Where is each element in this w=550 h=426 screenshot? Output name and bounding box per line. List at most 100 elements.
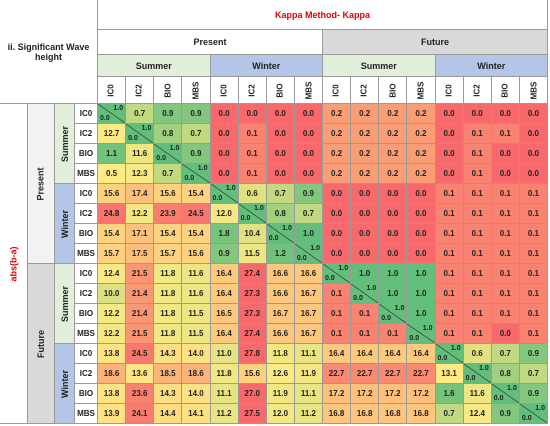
- value-cell-text: 13.9: [103, 409, 120, 418]
- value-cell: 0.7: [491, 344, 520, 364]
- diagonal-lower: 0.0: [296, 255, 307, 262]
- season-label-text: Summer: [59, 125, 70, 162]
- value-cell-text: 0.2: [331, 169, 343, 178]
- value-cell-text: 0.2: [387, 129, 399, 138]
- value-cell-text: 16.8: [356, 409, 373, 418]
- value-cell-text: 24.5: [188, 209, 204, 218]
- season-label-text: Winter: [59, 209, 70, 238]
- value-cell-text: 16.7: [272, 309, 289, 318]
- value-cell: 0.2: [407, 104, 436, 124]
- value-cell: 0.9: [519, 384, 548, 404]
- method-label-text: IC2: [79, 369, 93, 378]
- season-header-text: Summer: [135, 60, 172, 71]
- value-cell-text: 0.1: [359, 329, 371, 338]
- value-cell-text: 0.1: [443, 309, 455, 318]
- value-cell: 0.1: [519, 244, 548, 264]
- diagonal-lower: 0.0: [212, 195, 223, 202]
- value-cell-text: 0.0: [387, 189, 399, 198]
- diagonal-cell: 1.0 0.0: [351, 284, 380, 304]
- value-cell-text: 0.1: [499, 229, 511, 238]
- value-cell: 15.4: [182, 184, 211, 204]
- value-cell: 27.5: [238, 404, 267, 424]
- value-cell: 0.2: [407, 164, 436, 184]
- value-cell-text: 0.0: [359, 249, 371, 258]
- value-cell-text: 21.5: [131, 269, 148, 278]
- value-cell: 22.7: [351, 364, 380, 384]
- value-cell: 0.1: [323, 304, 352, 324]
- value-cell-text: 16.6: [272, 289, 289, 298]
- value-cell: 11.6: [463, 384, 492, 404]
- value-cell: 0.6: [463, 344, 492, 364]
- value-cell-text: 0.9: [162, 109, 174, 118]
- value-cell-text: 22.7: [385, 369, 401, 378]
- value-cell-text: 0.2: [387, 149, 399, 158]
- value-cell-text: 16.8: [385, 409, 401, 418]
- value-cell: 0.0: [210, 164, 239, 184]
- value-cell: 0.1: [435, 184, 464, 204]
- diagonal-upper: 1.0: [507, 385, 517, 392]
- value-cell-text: 0.1: [527, 269, 539, 278]
- value-cell: 15.4: [182, 224, 211, 244]
- value-cell-text: 14.3: [160, 389, 176, 398]
- value-cell: 11.2: [210, 404, 239, 424]
- value-cell: 1.0: [379, 284, 408, 304]
- value-cell: 0.0: [491, 324, 520, 344]
- value-cell-text: 27.4: [244, 269, 260, 278]
- method-header: IC2: [463, 77, 492, 104]
- value-cell-text: 0.0: [274, 109, 286, 118]
- value-cell-text: 0.9: [218, 249, 230, 258]
- value-cell-text: 12.0: [216, 209, 232, 218]
- value-cell-text: 11.1: [300, 389, 316, 398]
- diagonal-lower: 0.0: [521, 415, 532, 422]
- title: Kappa Method- Kappa: [98, 0, 548, 30]
- value-cell-text: 18.6: [103, 369, 120, 378]
- value-cell-text: 0.1: [527, 189, 539, 198]
- value-cell-text: 11.8: [160, 269, 176, 278]
- value-cell-text: 27.5: [244, 409, 260, 418]
- method-header: IC2: [351, 77, 380, 104]
- value-cell: 0.0: [351, 244, 380, 264]
- value-cell: 11.1: [210, 384, 239, 404]
- value-cell-text: 0.0: [443, 149, 455, 158]
- value-cell-text: 0.2: [415, 129, 427, 138]
- value-cell: 12.2: [126, 204, 155, 224]
- value-cell-text: 0.0: [499, 109, 511, 118]
- value-cell-text: 1.2: [274, 249, 286, 258]
- method-header: IC0: [98, 77, 127, 104]
- value-cell: 0.1: [463, 164, 492, 184]
- value-cell: 0.7: [126, 104, 155, 124]
- value-cell-text: 11.5: [188, 309, 204, 318]
- value-cell-text: 0.0: [499, 169, 511, 178]
- value-cell: 16.4: [210, 284, 239, 304]
- value-cell-text: 0.1: [471, 329, 483, 338]
- value-cell: 1.0: [351, 264, 380, 284]
- value-cell: 16.4: [210, 264, 239, 284]
- value-cell: 16.6: [266, 264, 295, 284]
- value-cell: 0.0: [407, 244, 436, 264]
- value-cell-text: 27.0: [244, 389, 260, 398]
- value-cell: 16.5: [210, 304, 239, 324]
- method-header-text: IC0: [107, 83, 117, 97]
- value-cell-text: 0.0: [302, 129, 314, 138]
- value-cell-text: 14.0: [188, 349, 204, 358]
- value-cell: 0.0: [266, 144, 295, 164]
- value-cell: 14.4: [154, 404, 183, 424]
- method-header-text: IC2: [360, 83, 370, 97]
- value-cell-text: 0.7: [302, 209, 314, 218]
- value-cell-text: 0.0: [331, 209, 343, 218]
- method-header-text: BIO: [275, 82, 285, 98]
- value-cell: 0.0: [435, 124, 464, 144]
- value-cell: 11.2: [294, 404, 323, 424]
- value-cell-text: 0.0: [387, 209, 399, 218]
- value-cell-text: 16.4: [413, 349, 429, 358]
- value-cell: 24.5: [126, 344, 155, 364]
- value-cell: 0.1: [435, 224, 464, 244]
- value-cell-text: 0.1: [527, 249, 539, 258]
- method-header-text: IC0: [219, 83, 229, 97]
- value-cell-text: 0.0: [359, 209, 371, 218]
- method-header-text: BIO: [388, 82, 398, 98]
- diagonal-lower: 0.0: [100, 115, 110, 122]
- value-cell: 0.1: [519, 204, 548, 224]
- value-cell: 0.9: [294, 184, 323, 204]
- diagonal-lower: 0.0: [184, 175, 195, 182]
